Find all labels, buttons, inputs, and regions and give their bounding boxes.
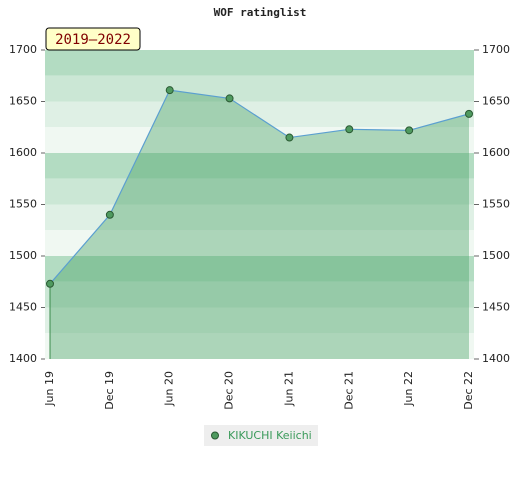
background-stripe [45, 75, 474, 102]
line [49, 89, 470, 285]
y2-tick-label: 1500 [482, 249, 510, 262]
annotation-box [45, 27, 141, 51]
marker [465, 109, 473, 118]
y2-tick-label: 1450 [482, 301, 510, 314]
area-fill [50, 90, 469, 360]
background-stripe [45, 281, 474, 308]
marker [165, 86, 174, 95]
background-stripe [45, 256, 474, 282]
y2-tick-label: 1650 [482, 95, 510, 108]
x-tick-label: Jun 20 [163, 371, 176, 407]
background-stripe [45, 101, 474, 128]
legend-marker [211, 431, 219, 440]
y2-tick-label: 1600 [482, 146, 510, 159]
background-stripe [45, 50, 474, 76]
y-tick-label: 1400 [9, 352, 37, 365]
y-tick-label: 1500 [9, 249, 37, 262]
y-tick-label: 1450 [9, 301, 37, 314]
background-stripe [45, 153, 474, 179]
background-stripe [45, 307, 474, 334]
marker [46, 279, 54, 288]
y2-tick-label: 1550 [482, 198, 510, 211]
y-tick-label: 1550 [9, 198, 37, 211]
background-stripe [45, 230, 474, 256]
x-tick-label: Dec 22 [462, 371, 475, 410]
y-tick-label: 1700 [9, 43, 37, 56]
x-tick-label: Dec 21 [342, 371, 355, 410]
marker [105, 210, 114, 219]
plot-area [45, 50, 474, 360]
x-tick-label: Jun 21 [282, 371, 295, 407]
chart-title: WOF ratinglist [214, 6, 307, 19]
background-stripe [45, 127, 474, 153]
annotation: 2019–2022 [55, 32, 131, 48]
marker [225, 94, 234, 103]
legend-box [204, 425, 318, 446]
marker [345, 125, 354, 134]
x-tick-label: Jun 19 [43, 371, 56, 407]
background-stripe [45, 204, 474, 231]
background-stripe [45, 333, 474, 359]
x-tick-label: Dec 19 [103, 371, 116, 410]
marker [405, 126, 414, 135]
marker [285, 133, 294, 142]
y2-tick-label: 1700 [482, 43, 510, 56]
x-tick-label: Dec 20 [223, 371, 236, 410]
x-tick-label: Jun 22 [402, 371, 415, 407]
y-tick-label: 1650 [9, 95, 37, 108]
legend-label: KIKUCHI Keiichi [228, 429, 312, 442]
y2-tick-label: 1400 [482, 352, 510, 365]
y-tick-label: 1600 [9, 146, 37, 159]
